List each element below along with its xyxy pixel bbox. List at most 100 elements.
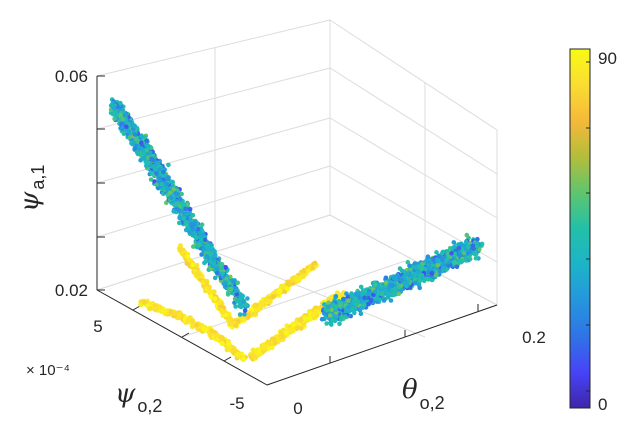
scatter-point: [161, 169, 166, 175]
scatter-point: [187, 229, 192, 235]
scatter-point: [441, 265, 447, 271]
scatter-point: [471, 246, 477, 251]
scatter-point: [208, 251, 213, 257]
scatter-point: [297, 317, 304, 323]
scatter-point: [177, 220, 182, 226]
scatter-point: [456, 245, 462, 251]
scatter-point: [392, 275, 397, 281]
scatter-point: [422, 266, 428, 272]
scatter-point: [345, 298, 351, 304]
scatter-point: [174, 201, 179, 207]
scatter-point: [271, 336, 277, 342]
scatter-point: [207, 332, 213, 338]
scatter-point: [188, 221, 194, 227]
scatter-point: [161, 308, 167, 314]
scatter-point: [337, 321, 342, 327]
scatter-point: [228, 318, 234, 324]
scatter-point: [199, 222, 205, 227]
scatter-point: [337, 303, 343, 308]
scatter-point: [132, 146, 138, 151]
scatter-point: [413, 272, 419, 277]
scatter-point: [196, 272, 202, 277]
scatter-point: [195, 226, 201, 232]
scatter-point: [241, 299, 247, 304]
scatter-point: [319, 316, 325, 322]
scatter-point: [209, 328, 215, 334]
scatter-point: [356, 300, 361, 305]
grid-lines: [95, 19, 499, 386]
scatter-point: [393, 286, 399, 291]
scatter-point: [154, 182, 159, 187]
scatter-point: [178, 197, 183, 202]
scatter-point: [326, 304, 332, 310]
scatter-point: [240, 356, 246, 362]
y-tick-label-bottom: -5: [229, 394, 244, 413]
scatter-point: [148, 177, 154, 182]
scatter-point: [252, 303, 258, 309]
scatter-point: [166, 175, 171, 180]
scatter-point: [190, 262, 196, 268]
scatter-point: [242, 308, 248, 313]
scatter-point: [261, 345, 267, 351]
scatter-point: [268, 299, 273, 305]
scatter-point: [234, 292, 240, 297]
scatter-point: [156, 160, 161, 166]
scatter-point: [242, 312, 247, 317]
scatter-point: [171, 187, 176, 192]
scatter-point: [140, 151, 146, 157]
scatter-point: [345, 304, 351, 310]
scatter-point: [219, 308, 225, 313]
scatter-point: [118, 100, 123, 106]
scatter-point: [212, 296, 218, 302]
scatter-point: [130, 141, 135, 147]
scatter-point: [196, 242, 202, 248]
scatter-point: [183, 206, 188, 212]
scatter-point: [156, 304, 162, 310]
scatter-point: [185, 317, 191, 323]
scatter-point: [133, 137, 139, 142]
scatter-point: [145, 144, 150, 150]
scatter-point: [463, 258, 469, 263]
scatter-point: [228, 286, 233, 292]
scatter-point: [333, 304, 339, 309]
scatter-point: [283, 330, 289, 336]
scatter-point: [452, 259, 457, 265]
scatter-point: [352, 310, 357, 316]
scatter-point: [251, 353, 257, 359]
scatter-point: [340, 291, 346, 298]
scatter-point: [451, 240, 457, 245]
scatter-point: [302, 315, 308, 321]
scatter-point: [405, 259, 411, 265]
scatter-point: [361, 303, 367, 308]
scatter-point: [362, 295, 367, 301]
scatter-point: [464, 232, 470, 238]
scatter-point: [458, 242, 464, 247]
scatter-point: [194, 262, 200, 268]
scatter-point: [135, 151, 141, 157]
scatter-point: [148, 150, 153, 156]
scatter-point: [413, 265, 419, 270]
scatter-point: [181, 215, 187, 221]
scatter-point: [235, 319, 241, 324]
scatter-point: [448, 263, 453, 268]
scatter-point: [326, 300, 331, 306]
colorbar-tick-label-min: 0: [598, 395, 607, 414]
scatter-point: [214, 270, 220, 276]
scatter-point: [139, 140, 144, 146]
scatter-point: [311, 312, 317, 318]
x-axis-label: θ o,2: [402, 375, 445, 413]
scatter-point: [184, 261, 190, 266]
scatter-point: [223, 265, 228, 270]
scatter-point: [210, 248, 215, 253]
scatter-point: [118, 112, 123, 118]
scatter-point: [211, 261, 217, 267]
scatter-point: [240, 304, 245, 309]
scatter-point: [336, 299, 342, 304]
scatter-point: [111, 106, 117, 111]
scatter-point: [205, 245, 211, 251]
scatter-point: [240, 293, 246, 299]
scatter-point: [198, 234, 204, 240]
scatter-point: [214, 332, 221, 339]
scatter-point: [149, 170, 154, 176]
scatter-point: [201, 280, 206, 285]
